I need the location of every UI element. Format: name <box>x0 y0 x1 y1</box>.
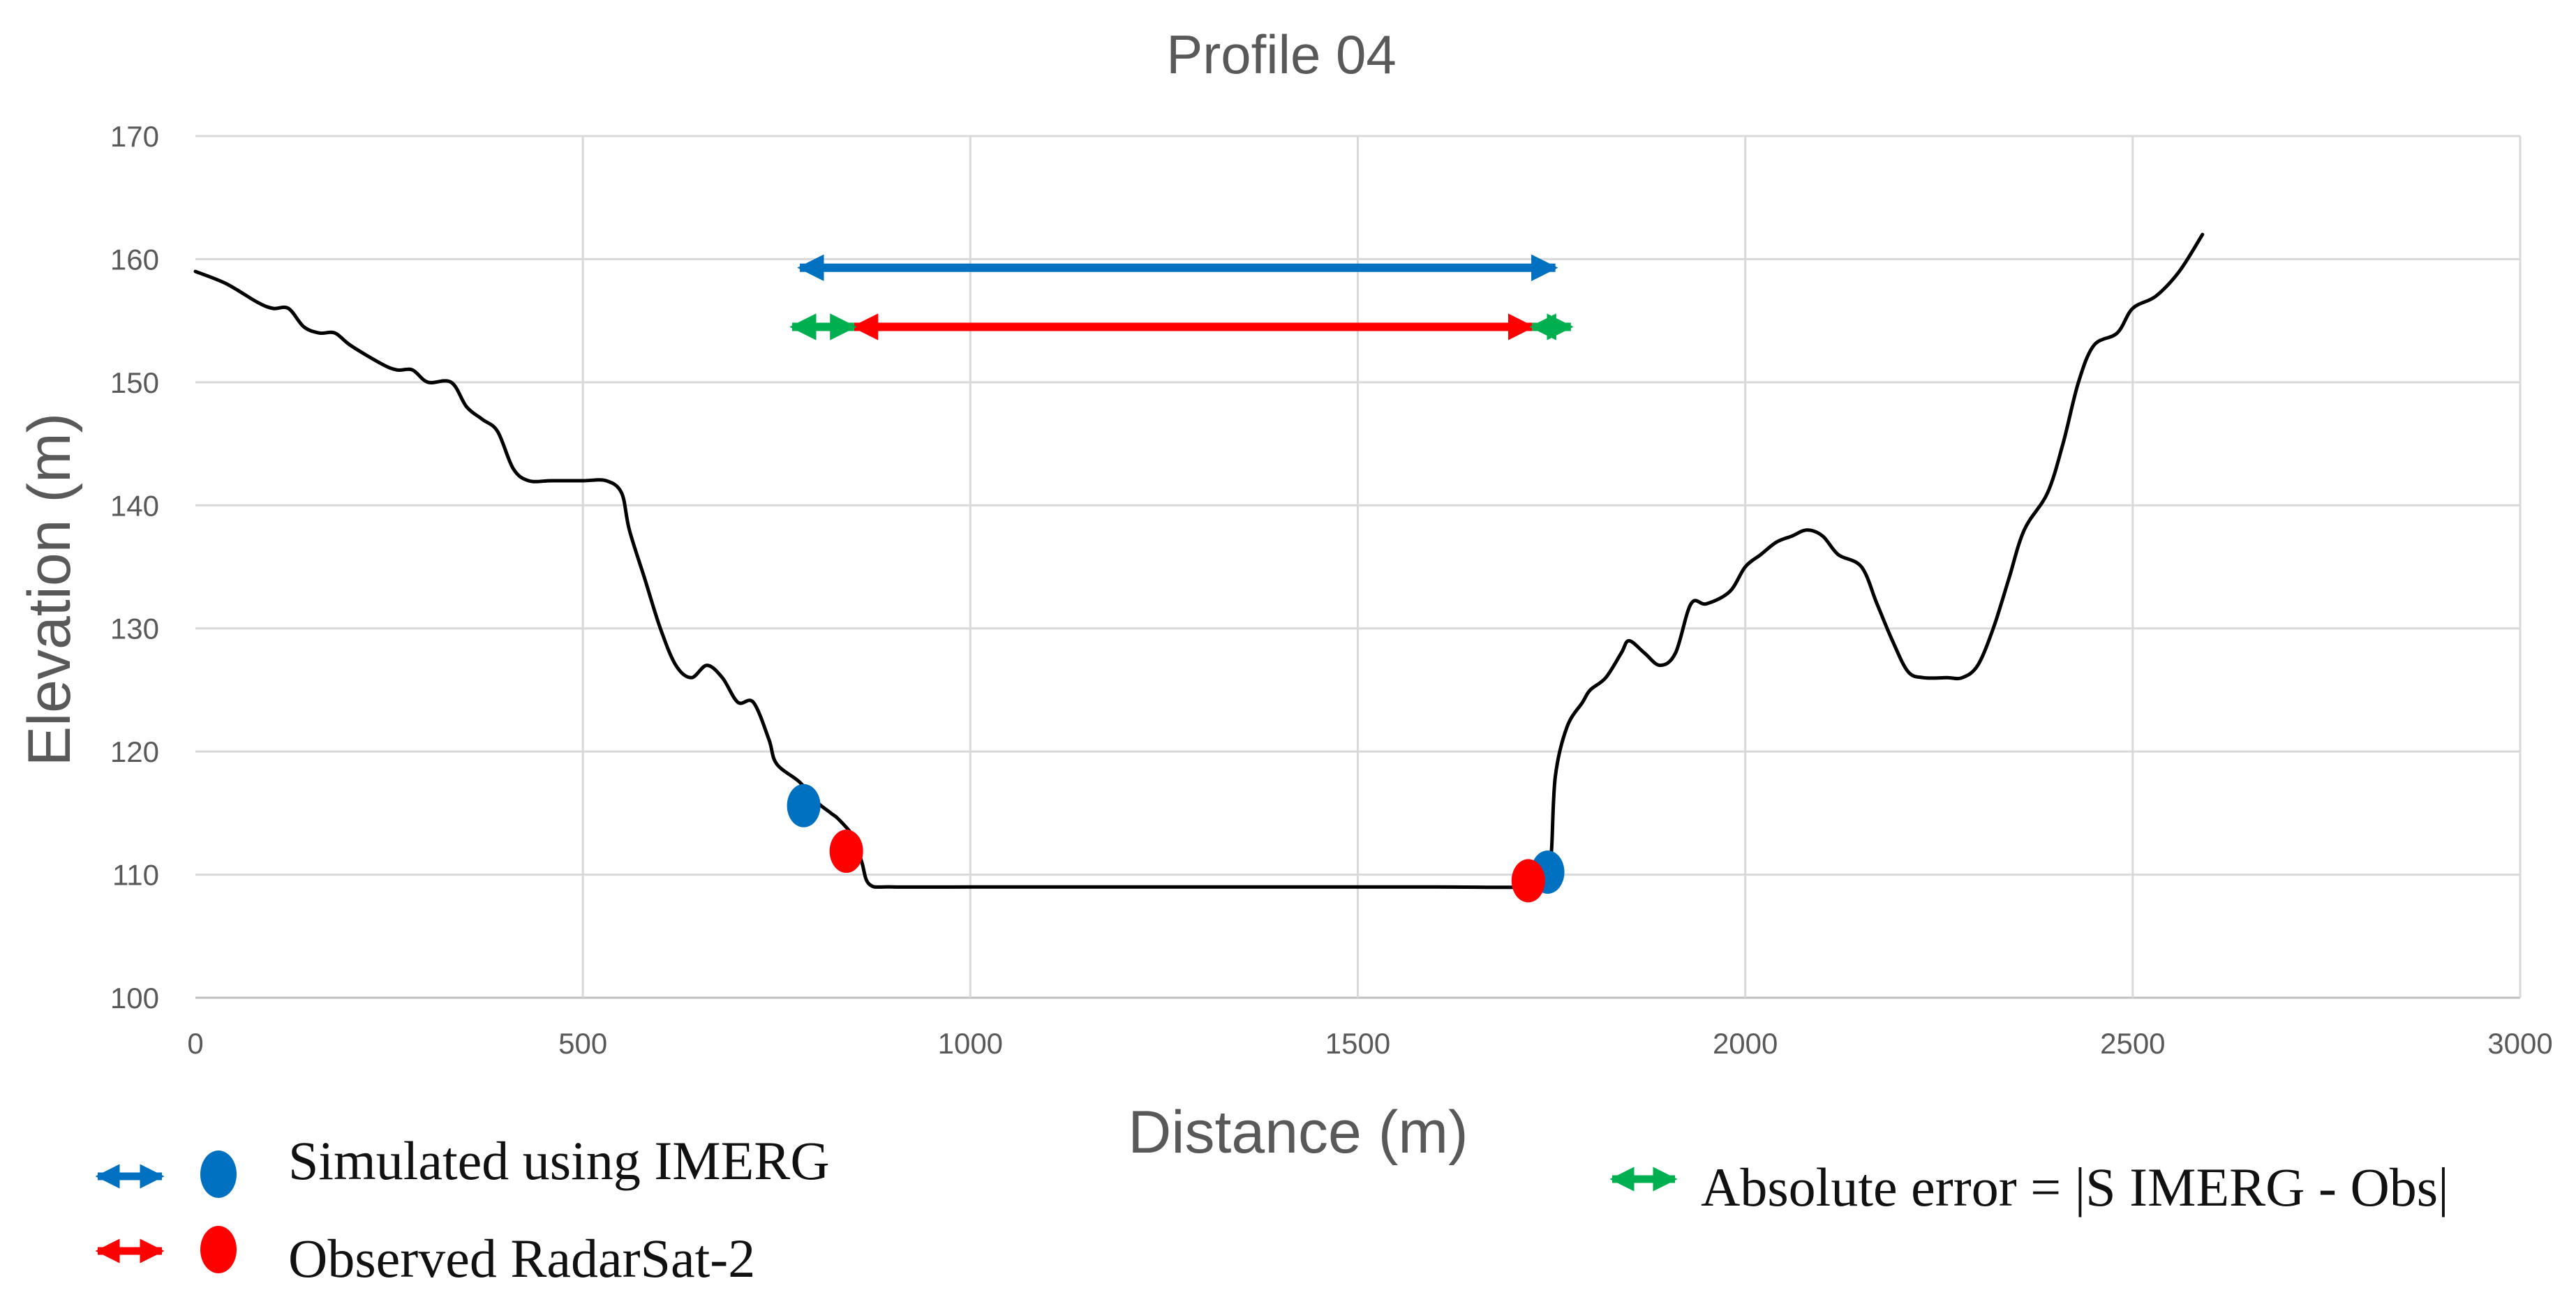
legend-item-error: Absolute error = |S IMERG - Obs| <box>1609 1157 2449 1217</box>
x-tick-label: 1000 <box>938 1027 1003 1060</box>
y-tick-label: 120 <box>110 735 159 768</box>
x-tick-label: 500 <box>558 1027 607 1060</box>
x-tick-label: 0 <box>187 1027 203 1060</box>
series-group <box>193 232 2205 890</box>
y-tick-label: 160 <box>110 243 159 276</box>
y-ticks: 100 110 120 130 140 150 160 170 <box>110 120 159 1014</box>
y-tick-label: 140 <box>110 489 159 522</box>
y-tick-label: 150 <box>110 366 159 399</box>
y-axis-label: Elevation (m) <box>16 413 83 767</box>
y-tick-label: 170 <box>110 120 159 153</box>
x-tick-label: 3000 <box>2487 1027 2552 1060</box>
x-axis-label: Distance (m) <box>1128 1099 1468 1166</box>
x-tick-label: 1500 <box>1325 1027 1390 1060</box>
legend-observed-dot <box>200 1226 237 1273</box>
y-tick-label: 130 <box>110 613 159 645</box>
legend-item-observed: Observed RadarSat-2 <box>95 1226 755 1289</box>
markers-group <box>787 784 1565 903</box>
water-edge-marker-1 <box>829 830 863 874</box>
y-tick-label: 100 <box>110 982 159 1014</box>
legend-simulated-dot <box>200 1151 237 1198</box>
chart-title: Profile 04 <box>1166 24 1397 85</box>
water-edge-marker-0 <box>787 784 821 827</box>
water-edge-marker-3 <box>1511 859 1545 903</box>
series-line <box>193 232 2205 890</box>
legend-observed-label: Observed RadarSat-2 <box>288 1228 755 1289</box>
x-ticks: 0 500 1000 1500 2000 2500 3000 <box>187 1027 2552 1060</box>
y-tick-label: 110 <box>112 859 159 892</box>
arrows-group <box>789 254 1574 340</box>
x-tick-label: 2500 <box>2100 1027 2165 1060</box>
legend-item-simulated: Simulated using IMERG <box>95 1130 830 1198</box>
legend: Simulated using IMERG Observed RadarSat-… <box>95 1130 2449 1289</box>
legend-simulated-label: Simulated using IMERG <box>288 1130 830 1191</box>
legend-error-label: Absolute error = |S IMERG - Obs| <box>1701 1157 2449 1217</box>
x-tick-label: 2000 <box>1713 1027 1778 1060</box>
